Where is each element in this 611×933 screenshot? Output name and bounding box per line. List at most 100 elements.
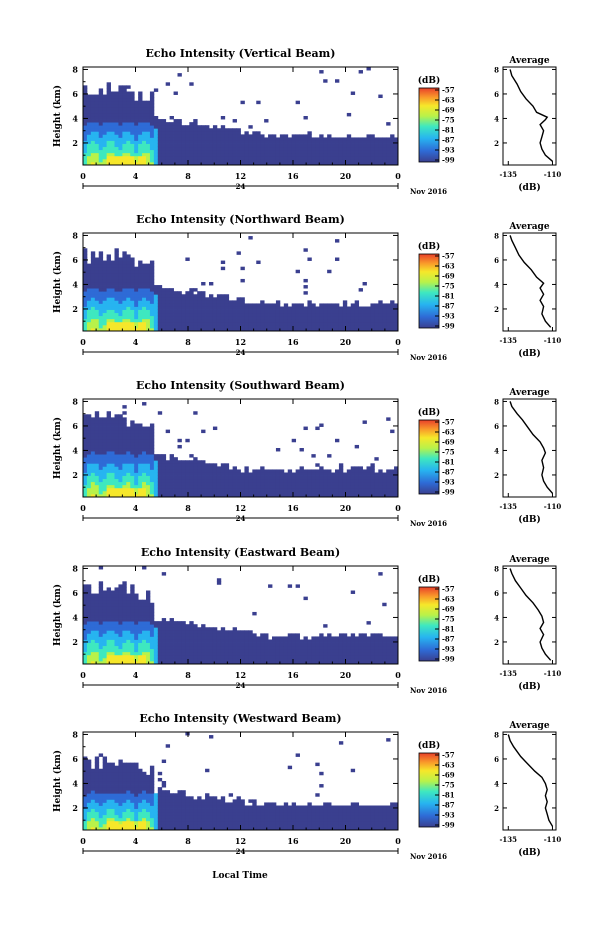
heatmap-cell (229, 636, 233, 639)
heatmap-cell (118, 463, 122, 466)
heatmap-cell (205, 466, 209, 469)
heatmap-cell (138, 137, 142, 140)
heatmap-cell (99, 131, 103, 134)
heatmap-cell (126, 285, 130, 288)
heatmap-cell (99, 116, 103, 119)
heatmap-cell (83, 457, 87, 460)
heatmap-cell (166, 141, 170, 144)
heatmap-cell (296, 488, 300, 491)
heatmap-cell (260, 473, 264, 476)
heatmap-cell (130, 457, 134, 460)
heatmap-cell (138, 433, 142, 436)
heatmap-cell (221, 307, 225, 310)
heatmap-cell (150, 603, 154, 606)
heatmap-cell (103, 809, 107, 812)
heatmap-cell (83, 451, 87, 454)
heatmap-cell (181, 476, 185, 479)
heatmap-cell (260, 469, 264, 472)
heatmap-cell (276, 303, 280, 306)
heatmap-cell (107, 285, 111, 288)
heatmap-cell (91, 156, 95, 159)
heatmap-cell (146, 128, 150, 131)
heatmap-cell (244, 134, 248, 137)
heatmap-cell (272, 640, 276, 643)
heatmap-cell (304, 427, 308, 430)
heatmap-cell (193, 457, 197, 460)
heatmap-cell (134, 424, 138, 427)
heatmap-cell (304, 658, 308, 661)
heatmap-cell (111, 424, 115, 427)
heatmap-cell (134, 633, 138, 636)
heatmap-cell (87, 824, 91, 827)
heatmap-cell (103, 445, 107, 448)
heatmap-cell (370, 491, 374, 494)
heatmap-cell (150, 116, 154, 119)
heatmap-cell (83, 313, 87, 316)
heatmap-cell (197, 128, 201, 131)
heatmap-cell (323, 658, 327, 661)
heatmap-cell (181, 316, 185, 319)
heatmap-cell (103, 131, 107, 134)
heatmap-cell (272, 310, 276, 313)
heatmap-cell (363, 485, 367, 488)
heatmap-cell (146, 282, 150, 285)
heatmap-cell (237, 636, 241, 639)
heatmap-cell (370, 466, 374, 469)
colorbar-tick-label: -69 (442, 106, 455, 115)
heatmap-cell (158, 134, 162, 137)
colorbar-tick-label: -69 (442, 272, 455, 281)
heatmap-cell (162, 627, 166, 630)
heatmap-cell (111, 288, 115, 291)
heatmap-cell (189, 627, 193, 630)
heatmap-cell (91, 491, 95, 494)
heatmap-cell (327, 640, 331, 643)
heatmap-cell (205, 144, 209, 147)
heatmap-cell (107, 488, 111, 491)
heatmap-cell (95, 147, 99, 150)
heatmap-cell (115, 655, 119, 658)
heatmap-cell (363, 633, 367, 636)
heatmap-cell (87, 279, 91, 282)
heatmap-cell (122, 655, 126, 658)
heatmap-cell (370, 636, 374, 639)
heatmap-cell (205, 159, 209, 162)
heatmap-cell (359, 466, 363, 469)
heatmap-cell (296, 655, 300, 658)
heatmap-cell (126, 615, 130, 618)
heatmap-cell (107, 300, 111, 303)
heatmap-cell (154, 294, 158, 297)
heatmap-cell (315, 640, 319, 643)
heatmap-cell (111, 476, 115, 479)
heatmap-cell (244, 636, 248, 639)
heatmap-cell (355, 300, 359, 303)
heatmap-cell (201, 624, 205, 627)
heatmap-cell (130, 261, 134, 264)
heatmap-cell (130, 310, 134, 313)
heatmap-cell (99, 600, 103, 603)
heatmap-cell (197, 294, 201, 297)
heatmap-cell (237, 649, 241, 652)
heatmap-cell (103, 310, 107, 313)
heatmap-cell (142, 476, 146, 479)
heatmap-cell (229, 630, 233, 633)
heatmap-cell (130, 609, 134, 612)
heatmap-cell (118, 276, 122, 279)
heatmap-cell (339, 316, 343, 319)
heatmap-cell (146, 633, 150, 636)
heatmap-cell (95, 300, 99, 303)
heatmap-cell (280, 646, 284, 649)
heatmap-cell (91, 294, 95, 297)
heatmap-cell (95, 427, 99, 430)
heatmap-cell (87, 270, 91, 273)
heatmap-cell (201, 294, 205, 297)
heatmap-cell (284, 640, 288, 643)
heatmap-cell (130, 612, 134, 615)
heatmap-cell (126, 101, 130, 104)
heatmap-cell (83, 763, 87, 766)
heatmap-cell (178, 297, 182, 300)
heatmap-cell (296, 476, 300, 479)
heatmap-cell (300, 325, 304, 328)
heatmap-cell (304, 310, 308, 313)
heatmap-cell (300, 313, 304, 316)
heatmap-cell (252, 633, 256, 636)
